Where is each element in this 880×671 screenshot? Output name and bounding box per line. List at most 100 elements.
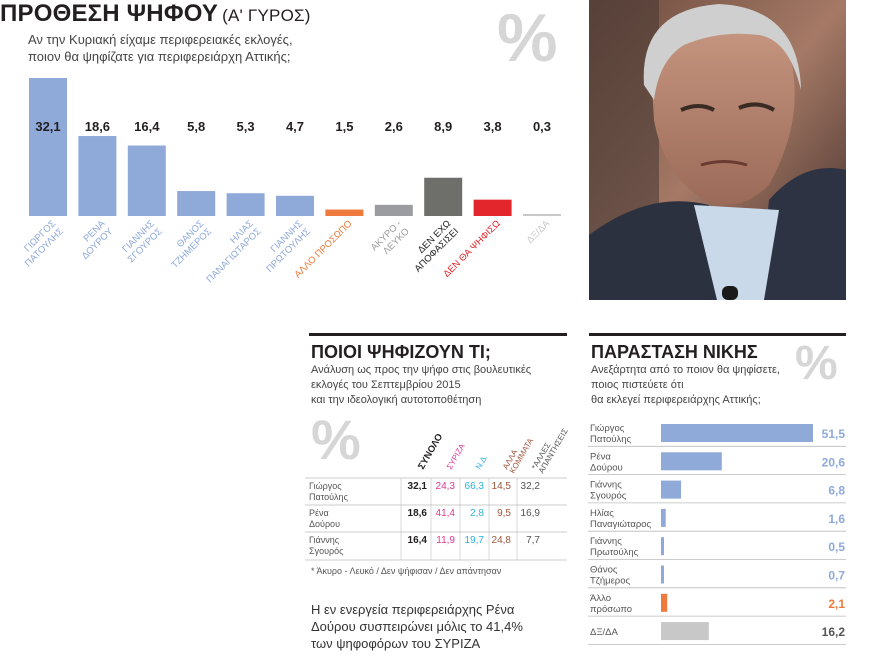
table-cell-1-0: 18,6	[408, 508, 428, 519]
bar-6	[325, 209, 364, 216]
table-header-line: ΣΥΝΟΛΟ	[416, 432, 445, 472]
page-title: ΠΡΟΘΕΣΗ ΨΗΦΟΥ (Α' ΓΥΡΟΣ)	[0, 0, 311, 28]
bar-label-3: ΘΑΝΟΣΤΖΗΜΕΡΟΣ	[162, 218, 215, 271]
table-cell-0-1: 24,3	[436, 481, 456, 492]
victory-section-subtitle: Ανεξάρτητα από το ποιον θα ψηφίσετε, ποι…	[591, 363, 841, 408]
victory-section-rule	[589, 333, 846, 336]
victory-sub-line-3: θα εκλεγεί περιφερειάρχης Αττικής;	[591, 394, 761, 406]
hbar-value-5: 0,7	[828, 569, 845, 583]
table-header-3: ΑΛΛΑΚΟΜΜΑΤΑ	[501, 432, 536, 475]
bar-label-7: ΑΚΥΡΟ -ΛΕΥΚΟ	[369, 218, 412, 261]
bar-9	[473, 199, 512, 216]
title-main: ΠΡΟΘΕΣΗ ΨΗΦΟΥ	[0, 0, 219, 27]
bar-value-3: 5,8	[187, 119, 205, 134]
table-footnote: * Άκυρο - Λευκό / Δεν ψήφισαν / Δεν απάν…	[311, 566, 502, 576]
table-section-title: ΠΟΙΟΙ ΨΗΦΙΖΟΥΝ ΤΙ;	[311, 342, 491, 362]
hbar-0	[661, 424, 813, 442]
bar-value-4: 5,3	[237, 119, 255, 134]
table-cell-1-1: 41,4	[436, 508, 456, 519]
bar-10	[523, 214, 561, 216]
hbar-label-line: Γιάννης	[590, 536, 622, 547]
table-section-rule	[309, 333, 567, 336]
hbar-label-line: Άλλο	[590, 593, 611, 604]
table-header-line: Ν.Δ.	[474, 453, 490, 471]
bar-value-9: 3,8	[484, 119, 502, 134]
table-section-subtitle: Ανάλυση ως προς την ψήφο στις βουλευτικέ…	[311, 363, 566, 408]
hbar-label-line: Ηλίας	[590, 508, 614, 519]
table-cell-2-2: 19,7	[465, 535, 485, 546]
table-row-name-0: Γιώργος Πατούλης	[309, 481, 349, 502]
bar-5	[276, 195, 314, 216]
hbar-label-line: Γιάννης	[590, 480, 622, 491]
table-cell-1-4: 16,9	[521, 508, 541, 519]
bar-label-2: ΓΙΑΝΝΗΣΣΓΟΥΡΟΣ	[118, 218, 165, 265]
portrait-image	[589, 0, 846, 300]
table-cell-2-0: 16,4	[408, 535, 428, 546]
bar-7	[374, 204, 413, 216]
percent-watermark-victory: %	[795, 337, 838, 390]
table-row-name-line: Γιώργος	[309, 481, 342, 491]
bar-label-10: ΔΞ/ΔΑ	[525, 218, 553, 246]
hbar-3	[661, 508, 666, 527]
hbar-1	[661, 452, 722, 471]
bar-value-1: 18,6	[85, 119, 110, 134]
bar-value-2: 16,4	[134, 119, 160, 134]
bar-0	[29, 78, 67, 216]
hbar-label-line: πρόσωπο	[590, 604, 632, 615]
table-row-name-line: Δούρου	[309, 519, 340, 529]
hbar-value-7: 16,2	[822, 625, 846, 639]
table-row-name-1: Ρένα Δούρου	[309, 508, 340, 529]
table-cell-2-1: 11,9	[436, 535, 455, 546]
victory-sub-line-2: ποιος πιστεύετε ότι	[591, 379, 684, 391]
table-sub-line-1: Ανάλυση ως προς την ψήφο στις βουλευτικέ…	[311, 364, 532, 376]
table-cell-0-3: 14,5	[492, 481, 512, 492]
quote-text: Η εν ενεργεία περιφερειάρχης Ρένα Δούρου…	[311, 601, 569, 652]
hbar-label-line: Τζήμερος	[590, 576, 630, 587]
bar-label-line: ΔΞ/ΔΑ	[525, 218, 553, 246]
table-row-name-line: Γιάννης	[309, 535, 340, 545]
hbar-label-line: Πρωτούλης	[590, 547, 639, 558]
hbar-value-2: 6,8	[828, 484, 845, 498]
hbar-label-line: Παναγιώταρος	[590, 519, 652, 530]
quote-line-3: των ψηφοφόρων του ΣΥΡΙΖΑ	[311, 636, 481, 651]
victory-section-title: ΠΑΡΑΣΤΑΣΗ ΝΙΚΗΣ	[591, 342, 758, 362]
bar-value-5: 4,7	[286, 119, 304, 134]
bar-value-10: 0,3	[533, 119, 551, 134]
candidate-photo	[589, 0, 846, 300]
table-cell-0-4: 32,2	[521, 481, 541, 492]
percent-watermark-table: %	[311, 408, 361, 471]
table-row-name-line: Πατούλης	[309, 492, 349, 502]
hbar-value-0: 51,5	[822, 427, 846, 441]
hbar-label-0: Γιώργος Πατούλης	[590, 423, 631, 445]
voters-table: ΣΥΝΟΛΟ ΣΥΡΙΖΑ Ν.Δ. ΑΛΛΑΚΟΜΜΑΤΑ*ΑΛΛΕΣΑΠΑΝΤΗΣ…	[305, 427, 570, 561]
bar-label-0: ΓΙΩΡΓΟΣΠΑΤΟΥΛΗΣ	[15, 218, 66, 269]
hbar-4	[661, 537, 664, 556]
subtitle-line-2: ποιον θα ψηφίζατε για περιφερειάρχη Αττι…	[28, 49, 291, 64]
table-header-0: ΣΥΝΟΛΟ	[416, 432, 445, 472]
bar-value-0: 32,1	[35, 119, 60, 134]
bar-label-1: ΡΕΝΑΔΟΥΡΟΥ	[72, 218, 116, 262]
hbar-label-7: ΔΞ/ΔΑ	[590, 627, 619, 638]
table-sub-line-3: και την ιδεολογική αυτοτοποθέτηση	[311, 394, 482, 406]
hbar-6	[661, 593, 668, 612]
hbar-label-5: Θάνος Τζήμερος	[590, 565, 630, 587]
table-row-name-2: Γιάννης Σγουρός	[309, 535, 344, 556]
hbar-label-line: ΔΞ/ΔΑ	[590, 627, 619, 638]
hbar-label-line: Γιώργος	[590, 423, 625, 434]
bar-2	[127, 145, 166, 216]
bar-value-8: 8,9	[434, 119, 452, 134]
page-subtitle: Αν την Κυριακή είχαμε περιφερειακές εκλο…	[28, 31, 388, 65]
victory-sub-line-1: Ανεξάρτητα από το ποιον θα ψηφίσετε,	[591, 364, 780, 376]
subtitle-line-1: Αν την Κυριακή είχαμε περιφερειακές εκλο…	[28, 32, 293, 47]
victory-chart: 51,5 Γιώργος Πατούλης 20,6 Ρένα Δούρου 6,8 Γιάν…	[588, 423, 846, 645]
vote-intention-chart: 32,1 ΓΙΩΡΓΟΣΠΑΤΟΥΛΗΣ 18,6 ΡΕΝΑΔΟΥΡΟΥ 16,4 ΓΙΑ…	[15, 78, 561, 285]
table-row-name-line: Ρένα	[309, 508, 329, 518]
bar-value-7: 2,6	[385, 119, 403, 134]
hbar-label-3: Ηλίας Παναγιώταρος	[590, 508, 652, 530]
table-cell-2-4: 7,7	[526, 535, 540, 546]
bar-3	[177, 191, 216, 216]
bar-8	[424, 177, 463, 216]
table-cell-1-3: 9,5	[497, 508, 511, 519]
table-sub-line-2: εκλογές του Σεπτεμβρίου 2015	[311, 379, 461, 391]
hbar-value-4: 0,5	[828, 540, 845, 554]
